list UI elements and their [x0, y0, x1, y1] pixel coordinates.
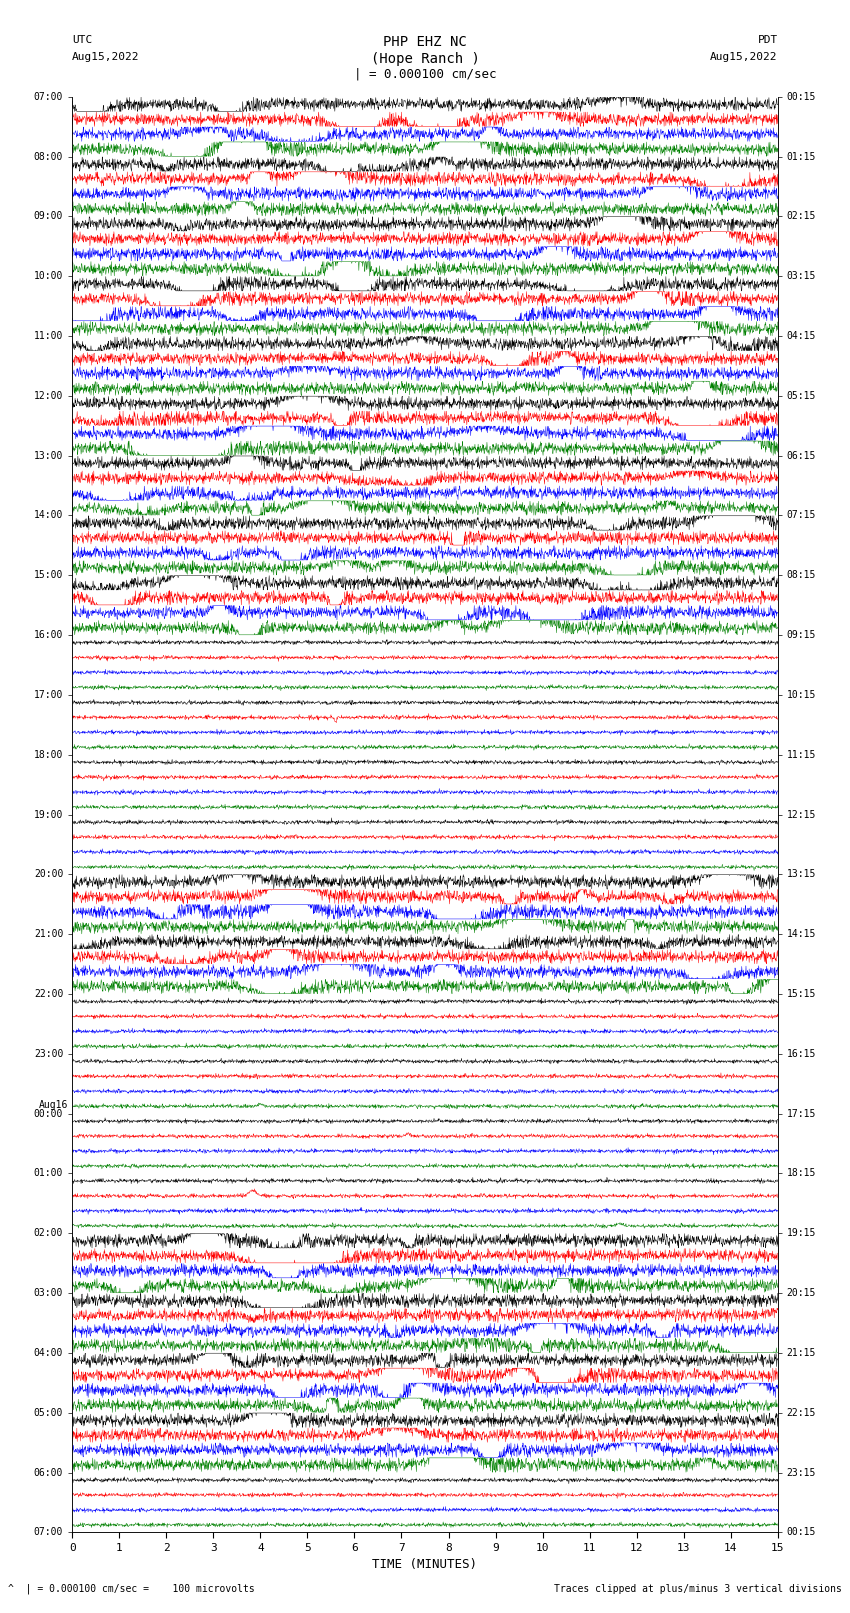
Text: (Hope Ranch ): (Hope Ranch ): [371, 52, 479, 66]
Text: Aug15,2022: Aug15,2022: [72, 52, 139, 61]
Text: PHP EHZ NC: PHP EHZ NC: [383, 35, 467, 50]
Text: ^  | = 0.000100 cm/sec =    100 microvolts: ^ | = 0.000100 cm/sec = 100 microvolts: [8, 1582, 255, 1594]
Text: UTC: UTC: [72, 35, 93, 45]
Text: Traces clipped at plus/minus 3 vertical divisions: Traces clipped at plus/minus 3 vertical …: [553, 1584, 842, 1594]
Text: Aug15,2022: Aug15,2022: [711, 52, 778, 61]
Text: | = 0.000100 cm/sec: | = 0.000100 cm/sec: [354, 68, 496, 81]
X-axis label: TIME (MINUTES): TIME (MINUTES): [372, 1558, 478, 1571]
Text: Aug16: Aug16: [38, 1100, 68, 1110]
Text: PDT: PDT: [757, 35, 778, 45]
